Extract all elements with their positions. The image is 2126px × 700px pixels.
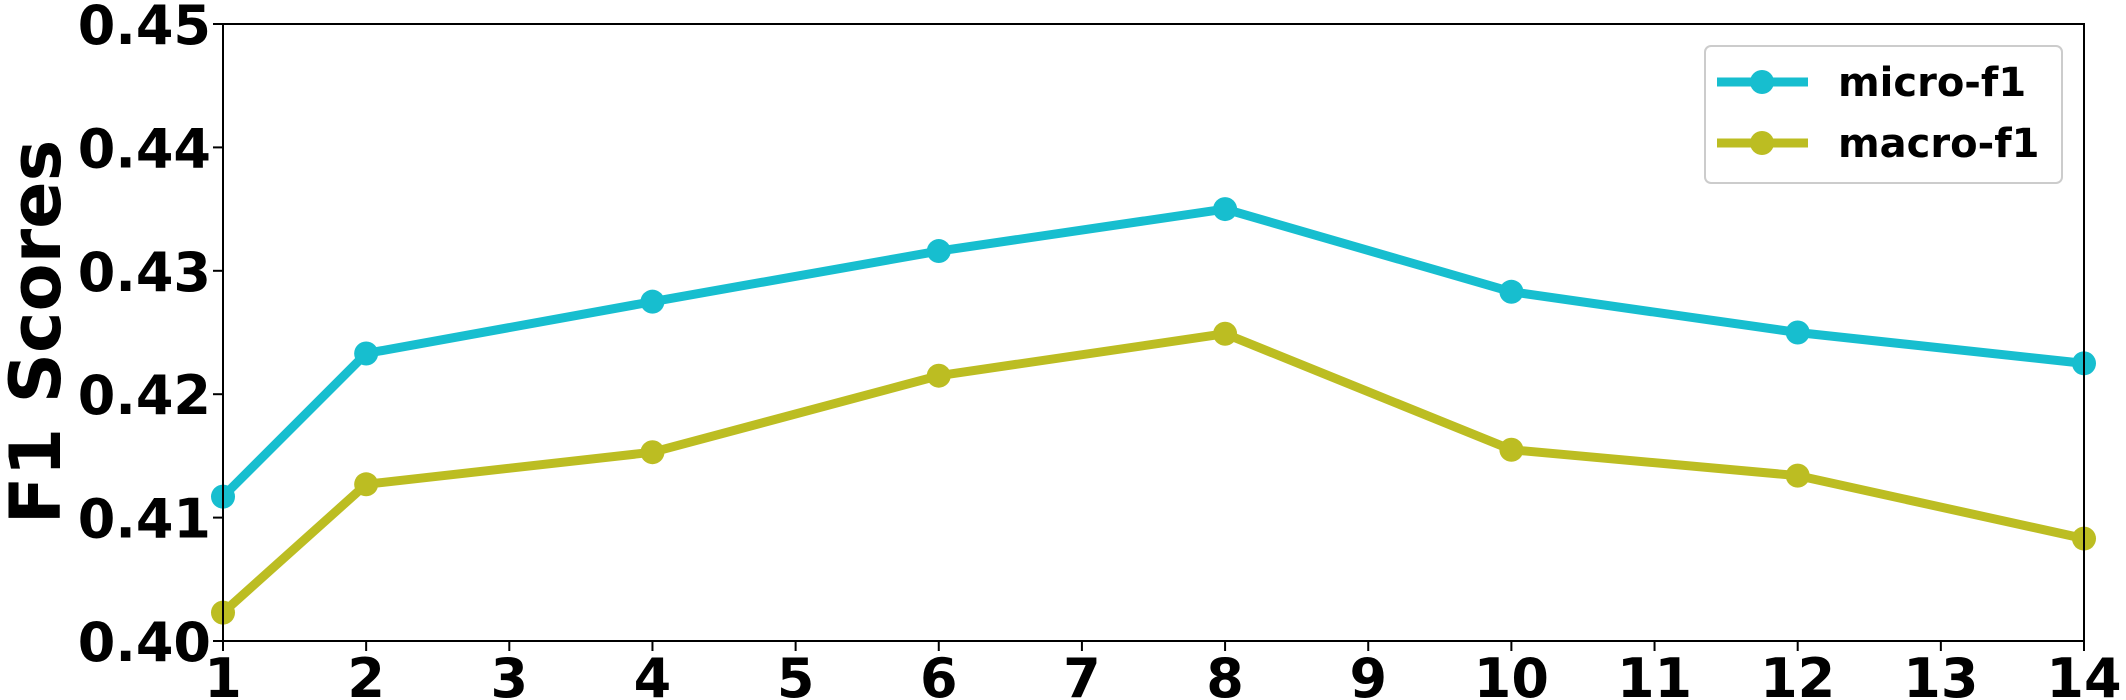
x-tick-label: 8 <box>1206 647 1244 700</box>
data-point <box>640 289 665 314</box>
x-tick-label: 11 <box>1617 647 1692 700</box>
x-tick-label: 14 <box>2046 647 2121 700</box>
data-point <box>1785 320 1810 345</box>
y-tick-label: 0.45 <box>78 0 211 57</box>
legend-marker <box>1750 70 1774 94</box>
data-point <box>926 363 951 388</box>
x-tick-label: 13 <box>1903 647 1978 700</box>
y-tick-label: 0.41 <box>78 488 211 551</box>
series-line <box>219 204 2085 500</box>
plot-frame <box>222 23 2085 642</box>
series-macro-f1 <box>211 321 2096 625</box>
x-tick-label: 10 <box>1474 647 1549 700</box>
legend-label: macro-f1 <box>1838 121 2039 167</box>
data-point <box>1213 321 1238 346</box>
data-point <box>1785 463 1810 488</box>
y-tick-label: 0.43 <box>78 241 211 304</box>
data-point <box>926 239 951 264</box>
data-point <box>354 472 379 497</box>
series-layer <box>211 197 2096 625</box>
legend-marker <box>1750 131 1774 155</box>
series-micro-f1 <box>211 197 2096 509</box>
x-tick-label: 12 <box>1760 647 1835 700</box>
x-tick-label: 1 <box>204 647 242 700</box>
y-axis: 0.40 0.41 0.42 0.43 0.44 0.45 <box>78 0 223 674</box>
data-point <box>1213 197 1238 222</box>
data-point <box>1499 437 1524 462</box>
y-axis-title: F1 Scores <box>0 140 77 525</box>
x-tick-label: 5 <box>777 647 815 700</box>
data-point <box>354 341 379 366</box>
legend-entry: macro-f1 <box>1717 121 2039 167</box>
legend-label: micro-f1 <box>1838 60 2026 106</box>
legend-entry: micro-f1 <box>1717 60 2026 106</box>
y-tick-label: 0.44 <box>78 117 211 180</box>
legend-entries: micro-f1 macro-f1 <box>1717 60 2039 167</box>
x-tick-label: 3 <box>491 647 529 700</box>
x-tick-label: 6 <box>920 647 958 700</box>
x-tick-label: 7 <box>1063 647 1101 700</box>
series-line <box>219 329 2085 616</box>
data-point <box>1499 279 1524 304</box>
x-tick-label: 4 <box>634 647 672 700</box>
y-tick-label: 0.40 <box>78 611 211 674</box>
x-axis: 1 2 3 4 5 6 7 8 9 10 11 12 13 14 <box>204 641 2122 700</box>
x-tick-label: 2 <box>347 647 385 700</box>
legend: micro-f1 macro-f1 <box>1704 45 2063 184</box>
y-tick-label: 0.42 <box>78 364 211 427</box>
x-tick-label: 9 <box>1349 647 1387 700</box>
data-point <box>640 440 665 465</box>
